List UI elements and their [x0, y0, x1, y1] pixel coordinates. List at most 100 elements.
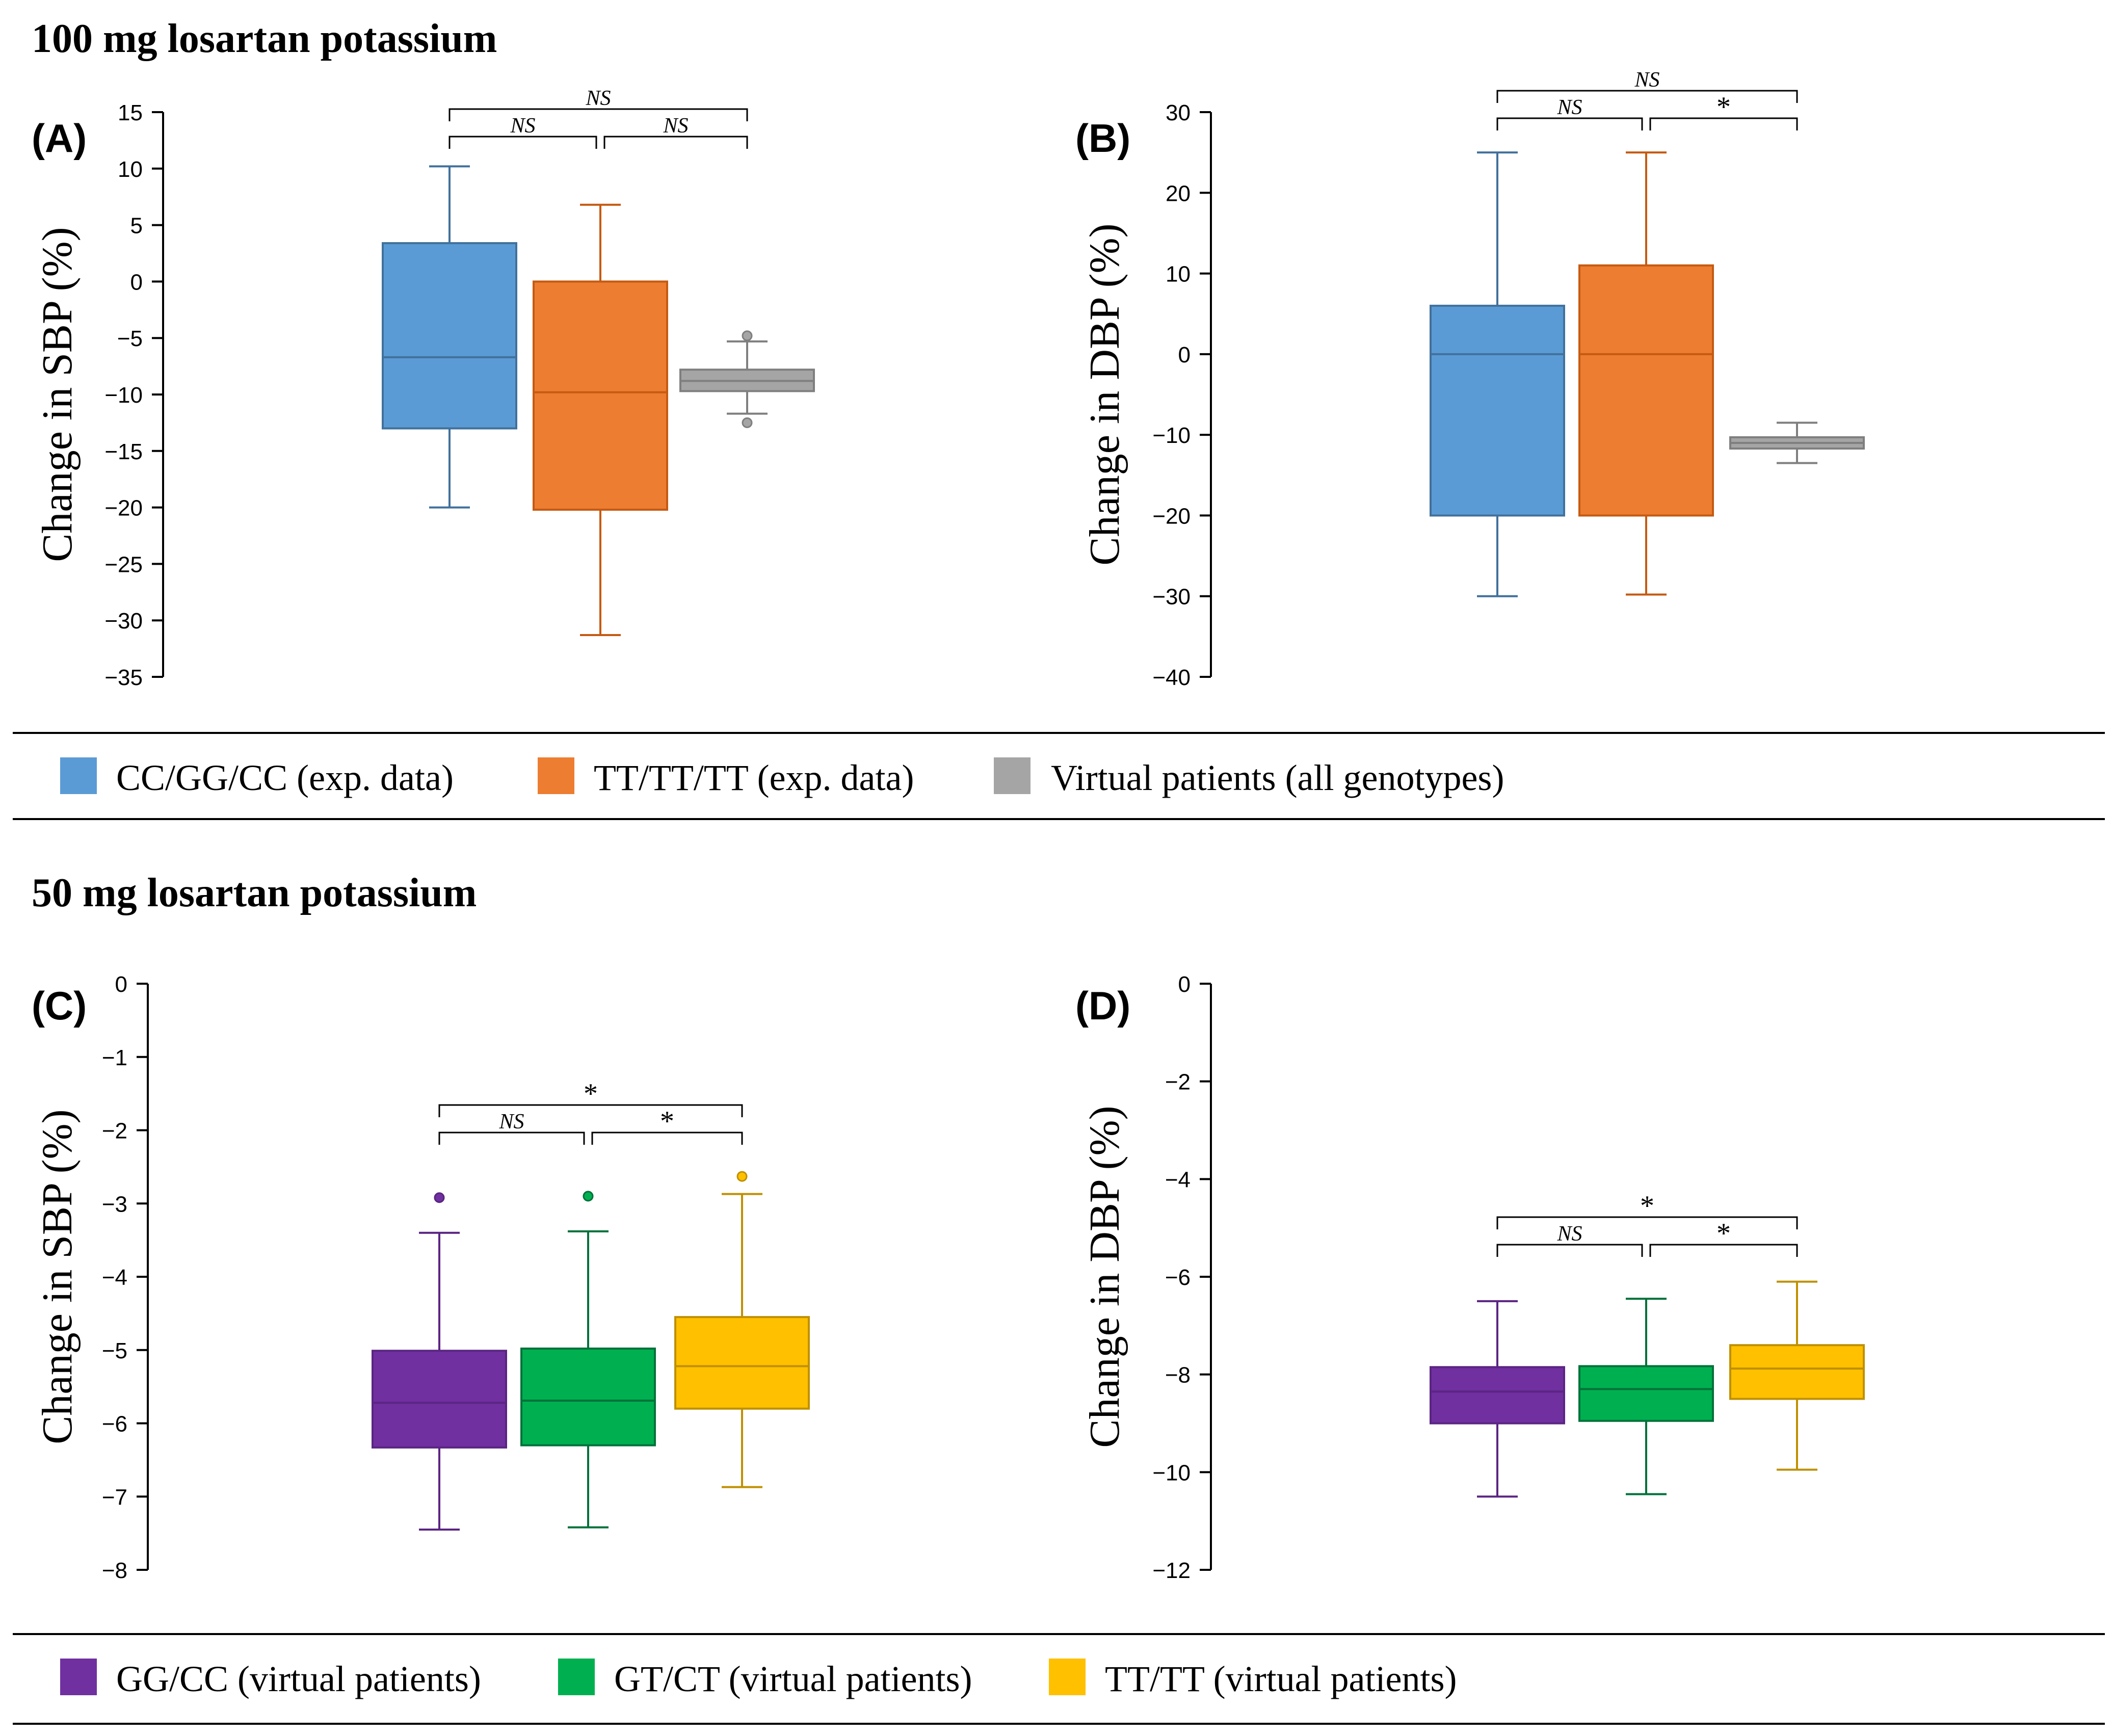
y-axis-label: Change in DBP (%)	[1081, 223, 1128, 565]
y-tick-label: −1	[102, 1045, 127, 1070]
y-axis-label: Change in SBP (%)	[34, 227, 81, 562]
y-tick-label: −35	[104, 665, 143, 690]
y-tick-label: 0	[1178, 343, 1191, 367]
panel-label: (A)	[32, 116, 87, 161]
panel-label: (B)	[1075, 116, 1130, 161]
significance-bracket: NS	[1496, 68, 1798, 103]
y-tick-label: −10	[1152, 1460, 1191, 1485]
bracket-label: NS	[663, 114, 688, 138]
significance-bracket: NS	[603, 114, 748, 149]
legend-swatch	[1049, 1659, 1086, 1695]
y-tick-label: −2	[1165, 1070, 1191, 1095]
significance-bracket: *	[1496, 1190, 1798, 1229]
y-tick-label: −6	[102, 1412, 127, 1437]
significance-bracket: NS	[448, 87, 748, 121]
legend-label: GT/CT (virtual patients)	[614, 1659, 972, 1699]
significance-bracket: *	[1649, 91, 1798, 130]
legend-label: Virtual patients (all genotypes)	[1051, 757, 1504, 798]
bracket-label: NS	[1634, 68, 1659, 92]
panel-d-dbp-50mg: (D) 0 −2 −4 −6 −8 −10 −12 Change in DBP (%) NS * *	[1075, 972, 1865, 1583]
significance-bracket: NS	[1496, 1222, 1643, 1257]
iqr-box	[1578, 264, 1714, 517]
y-tick-label: −40	[1152, 665, 1191, 690]
panel-b-dbp-100mg: (B) 30 20 10 0 −10 −20 −30 −40 Change in DBP (%) N…	[1075, 68, 1865, 690]
y-tick-label: 10	[118, 157, 143, 182]
y-tick-label: 15	[118, 100, 143, 125]
y-tick-label: 20	[1166, 181, 1191, 206]
box-plot	[679, 330, 815, 428]
section-title-100mg: 100 mg losartan potassium	[32, 16, 497, 61]
bracket-label: *	[1716, 1218, 1731, 1249]
bracket-line	[448, 108, 748, 121]
iqr-box	[520, 1347, 656, 1446]
iqr-box	[1729, 1344, 1865, 1400]
box-plot	[1430, 151, 1565, 597]
significance-bracket: *	[1649, 1218, 1798, 1257]
bracket-line	[1649, 117, 1798, 130]
legend-label: GG/CC (virtual patients)	[116, 1659, 481, 1699]
y-axis-label: Change in SBP (%)	[34, 1109, 81, 1444]
y-tick-label: −4	[1165, 1167, 1191, 1192]
bracket-line	[1496, 1216, 1798, 1229]
iqr-box	[1430, 1366, 1565, 1425]
legend-swatch	[60, 1659, 97, 1695]
outlier-point	[583, 1191, 594, 1202]
panel-label: (D)	[1075, 983, 1130, 1028]
box-plot	[372, 1192, 507, 1531]
y-tick-label: 0	[1178, 972, 1191, 997]
bracket-line	[1496, 90, 1798, 103]
bracket-label: NS	[510, 114, 535, 138]
significance-bracket: NS	[438, 1110, 585, 1145]
box-plot	[520, 1191, 656, 1529]
section-title-50mg: 50 mg losartan potassium	[32, 871, 477, 915]
outlier-point	[434, 1192, 445, 1203]
legend-label: CC/GG/CC (exp. data)	[116, 757, 454, 798]
y-tick-label: −5	[102, 1338, 127, 1363]
y-tick-label: −20	[104, 496, 143, 521]
bracket-line	[448, 136, 597, 149]
y-tick-label: −10	[104, 383, 143, 408]
bracket-line	[1649, 1244, 1798, 1257]
legend-50mg: GG/CC (virtual patients) GT/CT (virtual …	[13, 1633, 2105, 1725]
outlier-point	[742, 330, 753, 341]
iqr-box	[674, 1316, 810, 1410]
panel-c-sbp-50mg: (C) 0 −1 −2 −3 −4 −5 −6 −7 −8 Change in SBP (%) NS *…	[32, 972, 810, 1583]
y-tick-label: 0	[130, 270, 143, 295]
y-tick-label: −8	[1165, 1363, 1191, 1388]
legend-100mg: CC/GG/CC (exp. data) TT/TT/TT (exp. data…	[13, 732, 2105, 820]
y-tick-label: −6	[1165, 1265, 1191, 1290]
bracket-label: NS	[585, 87, 611, 110]
y-tick-label: −2	[102, 1119, 127, 1144]
y-tick-label: −30	[1152, 585, 1191, 610]
bracket-label: NS	[498, 1110, 524, 1134]
significance-bracket: NS	[1496, 96, 1643, 130]
bracket-label: *	[660, 1106, 674, 1137]
y-axis-label: Change in DBP (%)	[1081, 1106, 1128, 1448]
y-tick-label: 30	[1166, 100, 1191, 125]
panel-a-sbp-100mg: (A) 15 10 5 0 −5 −10 −15 −20 −25 −30 −35 Change in S…	[32, 87, 815, 690]
box-plot	[533, 203, 668, 637]
box-plot	[674, 1171, 810, 1488]
iqr-box	[533, 280, 668, 511]
iqr-box	[1578, 1365, 1714, 1422]
box-plot	[1430, 1300, 1565, 1498]
iqr-box	[1430, 304, 1565, 517]
y-tick-label: −15	[104, 439, 143, 464]
legend-swatch	[60, 757, 97, 794]
y-tick-label: −5	[117, 326, 143, 351]
significance-bracket: NS	[448, 114, 597, 149]
significance-bracket: *	[591, 1106, 743, 1145]
y-tick-label: 0	[115, 972, 127, 997]
box-plot	[1729, 1280, 1865, 1471]
bracket-label: NS	[1556, 1222, 1582, 1246]
panel-label: (C)	[32, 983, 87, 1028]
iqr-box	[372, 1350, 507, 1449]
y-tick-label: −7	[102, 1485, 127, 1510]
iqr-box	[382, 242, 517, 430]
y-tick-label: −20	[1152, 504, 1191, 529]
box-plot	[1578, 1298, 1714, 1495]
y-tick-label: −12	[1152, 1558, 1191, 1583]
box-plot	[1729, 422, 1865, 464]
y-tick-label: −10	[1152, 423, 1191, 448]
